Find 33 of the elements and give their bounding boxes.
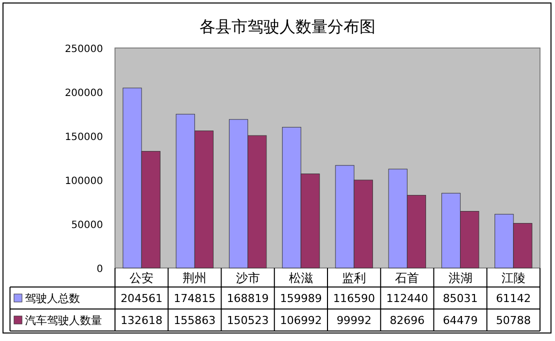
data-label: 61142 bbox=[496, 292, 531, 305]
data-label: 132618 bbox=[120, 314, 163, 327]
y-tick-label: 50000 bbox=[71, 220, 103, 231]
y-tick-label: 200000 bbox=[64, 88, 103, 99]
x-tick-label: 洪湖 bbox=[448, 271, 472, 285]
data-label: 112440 bbox=[386, 292, 428, 305]
data-label: 64479 bbox=[442, 314, 478, 327]
data-label: 99992 bbox=[336, 314, 372, 327]
x-tick-label: 公安 bbox=[130, 271, 154, 285]
x-tick-label: 松滋 bbox=[288, 271, 313, 285]
y-tick-label: 0 bbox=[96, 264, 103, 275]
data-label: 50788 bbox=[496, 314, 531, 327]
data-label: 106992 bbox=[280, 314, 322, 327]
legend-label: 汽车驾驶人数量 bbox=[25, 314, 102, 327]
y-tick-label: 150000 bbox=[64, 132, 103, 143]
x-tick-label: 石首 bbox=[395, 271, 420, 285]
data-label: 85031 bbox=[442, 292, 478, 305]
data-label: 82696 bbox=[390, 314, 425, 327]
x-tick-label: 沙市 bbox=[236, 271, 260, 285]
y-tick-label: 250000 bbox=[64, 44, 103, 55]
data-label: 150523 bbox=[226, 314, 269, 327]
y-tick-label: 100000 bbox=[64, 176, 103, 187]
x-tick-label: 江陵 bbox=[501, 271, 526, 285]
x-tick-label: 监利 bbox=[342, 271, 366, 285]
x-tick-label: 荆州 bbox=[182, 271, 207, 285]
data-label: 155863 bbox=[174, 314, 216, 327]
data-label: 116590 bbox=[333, 292, 376, 305]
data-label: 159989 bbox=[280, 292, 322, 305]
legend-label: 驾驶人总数 bbox=[25, 292, 80, 305]
data-label: 168819 bbox=[226, 292, 269, 305]
chart-title: 各县市驾驶人数量分布图 bbox=[200, 17, 376, 36]
data-label: 204561 bbox=[120, 292, 163, 305]
data-label: 174815 bbox=[174, 292, 216, 305]
